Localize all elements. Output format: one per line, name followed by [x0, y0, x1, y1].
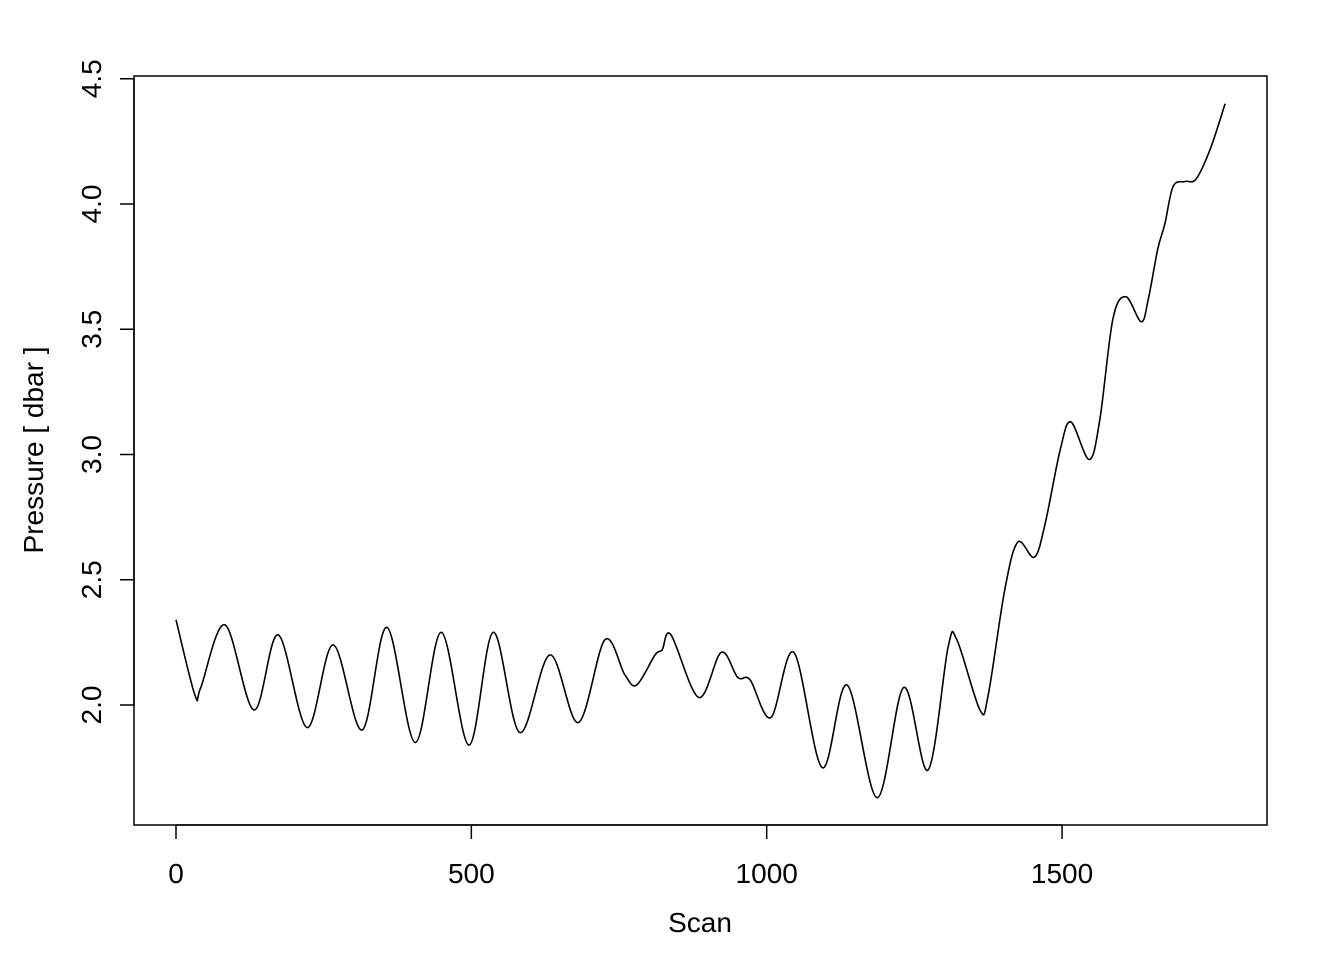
- y-tick-label: 2.0: [76, 686, 107, 725]
- y-tick-label: 3.0: [76, 435, 107, 474]
- x-tick-label: 500: [448, 858, 495, 889]
- y-tick-label: 3.5: [76, 310, 107, 349]
- x-tick-label: 1500: [1031, 858, 1093, 889]
- x-tick-label: 0: [168, 858, 184, 889]
- plot-frame: [133, 75, 1268, 826]
- y-tick-label: 2.5: [76, 560, 107, 599]
- y-axis-label: Pressure [ dbar ]: [18, 347, 49, 554]
- y-tick-label: 4.5: [76, 59, 107, 98]
- series-line: [175, 103, 1226, 799]
- x-axis-label: Scan: [668, 907, 732, 938]
- y-tick-label: 4.0: [76, 185, 107, 224]
- x-tick-label: 1000: [736, 858, 798, 889]
- x-axis: 0 500 1000 1500: [168, 824, 1093, 889]
- y-axis: 2.0 2.5 3.0 3.5 4.0 4.5: [76, 59, 135, 725]
